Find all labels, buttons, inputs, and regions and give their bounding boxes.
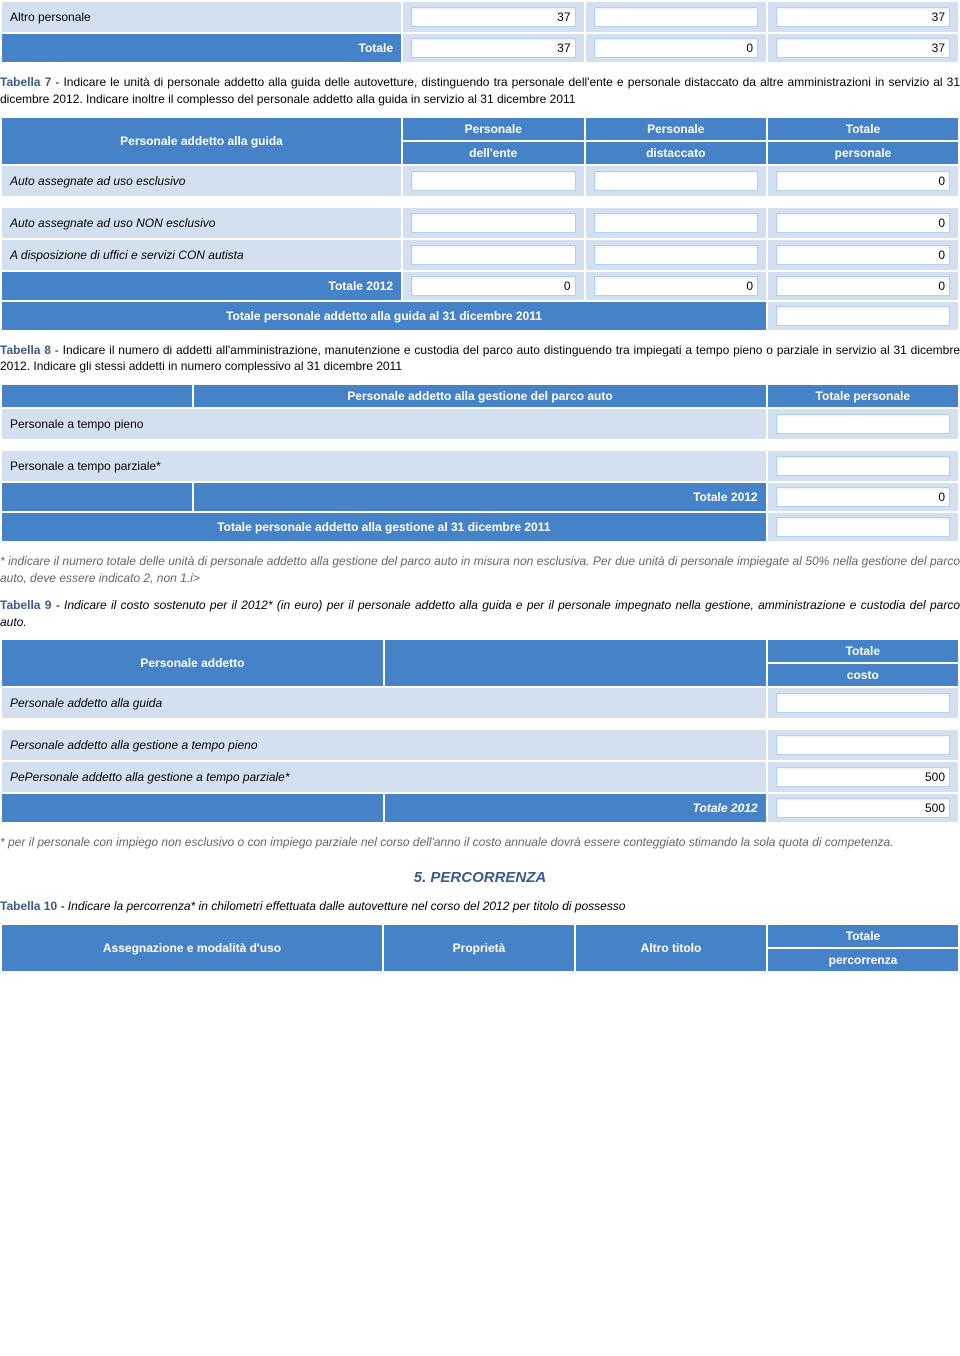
table-row: Personale addetto alla gestione a tempo … bbox=[2, 730, 958, 760]
totale-2012-label: Totale 2012 bbox=[385, 794, 766, 822]
totale-input-2[interactable] bbox=[594, 38, 759, 58]
t7-tot-c3[interactable] bbox=[776, 276, 950, 296]
row-label: Auto assegnate ad uso esclusivo bbox=[2, 166, 401, 196]
totale-input-3[interactable] bbox=[776, 38, 950, 58]
section-5-title: 5. PERCORRENZA bbox=[0, 869, 960, 886]
table-row: Altro personale bbox=[2, 2, 958, 32]
table-row: Personale a tempo pieno bbox=[2, 409, 958, 439]
tabella8-table: Personale addetto alla gestione del parc… bbox=[0, 383, 960, 543]
col-header: Totale bbox=[768, 118, 958, 140]
table-row: Totale 2012 bbox=[2, 794, 958, 822]
t9-r1[interactable] bbox=[776, 693, 950, 713]
t7-r2-c2[interactable] bbox=[594, 213, 759, 233]
table-row: Totale personale addetto alla guida al 3… bbox=[2, 302, 958, 330]
col-header: personale bbox=[768, 142, 958, 164]
tabella10-table: Assegnazione e modalità d'uso Proprietà … bbox=[0, 923, 960, 973]
col-header: Totale bbox=[768, 640, 958, 662]
col-header: Proprietà bbox=[384, 925, 574, 971]
t9-r3[interactable] bbox=[776, 767, 950, 787]
t7-tot-c2[interactable] bbox=[594, 276, 759, 296]
tabella8-description: Tabella 8 - Indicare il numero di addett… bbox=[0, 342, 960, 376]
t7-r3-c3[interactable] bbox=[776, 245, 950, 265]
tabella7-description: Tabella 7 - Indicare le unità di persona… bbox=[0, 74, 960, 108]
table-header-row: Personale addetto alla guida Personale P… bbox=[2, 118, 958, 140]
row-label: Auto assegnate ad uso NON esclusivo bbox=[2, 208, 401, 238]
col-header: Totale personale bbox=[768, 385, 958, 407]
col-header: Personale addetto alla gestione del parc… bbox=[194, 385, 765, 407]
t9-r2[interactable] bbox=[776, 735, 950, 755]
col-header: costo bbox=[768, 664, 958, 686]
tabella7-table: Personale addetto alla guida Personale P… bbox=[0, 116, 960, 332]
totale-2012-label: Totale 2012 bbox=[2, 272, 401, 300]
t7-r3-c2[interactable] bbox=[594, 245, 759, 265]
col-header: Assegnazione e modalità d'uso bbox=[2, 925, 382, 971]
altro-personale-input-1[interactable] bbox=[411, 7, 576, 27]
tabella10-description: Tabella 10 - Indicare la percorrenza* in… bbox=[0, 898, 960, 915]
t9-tot2012[interactable] bbox=[776, 798, 950, 818]
table-row: Auto assegnate ad uso esclusivo bbox=[2, 166, 958, 196]
note-9: * per il personale con impiego non esclu… bbox=[0, 834, 960, 851]
table-row: Totale bbox=[2, 34, 958, 62]
t7-tot-c1[interactable] bbox=[411, 276, 576, 296]
row-label: A disposizione di uffici e servizi CON a… bbox=[2, 240, 401, 270]
t7-r1-c1[interactable] bbox=[411, 171, 576, 191]
table-row: A disposizione di uffici e servizi CON a… bbox=[2, 240, 958, 270]
t8-tot2012[interactable] bbox=[776, 487, 950, 507]
table-row: Totale 2012 bbox=[2, 483, 958, 511]
totale-input-1[interactable] bbox=[411, 38, 576, 58]
t8-tot2011[interactable] bbox=[776, 517, 950, 537]
col-header: dell'ente bbox=[403, 142, 584, 164]
totale-2011-label: Totale personale addetto alla guida al 3… bbox=[2, 302, 766, 330]
col-header: distaccato bbox=[586, 142, 767, 164]
altro-personale-input-2[interactable] bbox=[594, 7, 759, 27]
row-label: Altro personale bbox=[2, 2, 401, 32]
col-header: Personale addetto bbox=[2, 640, 383, 686]
totale-2012-label: Totale 2012 bbox=[194, 483, 765, 511]
col-header: Personale addetto alla guida bbox=[2, 118, 401, 164]
row-label: Personale addetto alla guida bbox=[2, 688, 766, 718]
table-row: Totale personale addetto alla gestione a… bbox=[2, 513, 958, 541]
col-header: Altro titolo bbox=[576, 925, 766, 971]
tabella9-description: Tabella 9 - Indicare il costo sostenuto … bbox=[0, 597, 960, 631]
table-row: Personale addetto alla guida bbox=[2, 688, 958, 718]
table-row: Personale a tempo parziale* bbox=[2, 451, 958, 481]
table-header-row: Personale addetto alla gestione del parc… bbox=[2, 385, 958, 407]
col-header: Personale bbox=[586, 118, 767, 140]
t8-r2[interactable] bbox=[776, 456, 950, 476]
table-row: PePersonale addetto alla gestione a temp… bbox=[2, 762, 958, 792]
tabella9-table: Personale addetto Totale costo Personale… bbox=[0, 638, 960, 824]
row-label: PePersonale addetto alla gestione a temp… bbox=[2, 762, 766, 792]
row-label: Personale addetto alla gestione a tempo … bbox=[2, 730, 766, 760]
t7-r1-c3[interactable] bbox=[776, 171, 950, 191]
table-header-row: Assegnazione e modalità d'uso Proprietà … bbox=[2, 925, 958, 947]
table-header-row: Personale addetto Totale bbox=[2, 640, 958, 662]
row-label: Personale a tempo pieno bbox=[2, 409, 766, 439]
t7-r2-c3[interactable] bbox=[776, 213, 950, 233]
t7-tot2011[interactable] bbox=[776, 306, 950, 326]
col-header: percorrenza bbox=[768, 949, 958, 971]
table-row: Totale 2012 bbox=[2, 272, 958, 300]
t7-r2-c1[interactable] bbox=[411, 213, 576, 233]
t7-r1-c2[interactable] bbox=[594, 171, 759, 191]
altro-personale-input-3[interactable] bbox=[776, 7, 950, 27]
col-header: Personale bbox=[403, 118, 584, 140]
row-label: Personale a tempo parziale* bbox=[2, 451, 766, 481]
table-row: Auto assegnate ad uso NON esclusivo bbox=[2, 208, 958, 238]
col-header: Totale bbox=[768, 925, 958, 947]
totale-label: Totale bbox=[2, 34, 401, 62]
t8-r1[interactable] bbox=[776, 414, 950, 434]
t7-r3-c1[interactable] bbox=[411, 245, 576, 265]
totale-2011-label: Totale personale addetto alla gestione a… bbox=[2, 513, 766, 541]
note-8: * indicare il numero totale delle unità … bbox=[0, 553, 960, 587]
top-summary-table: Altro personale Totale bbox=[0, 0, 960, 64]
